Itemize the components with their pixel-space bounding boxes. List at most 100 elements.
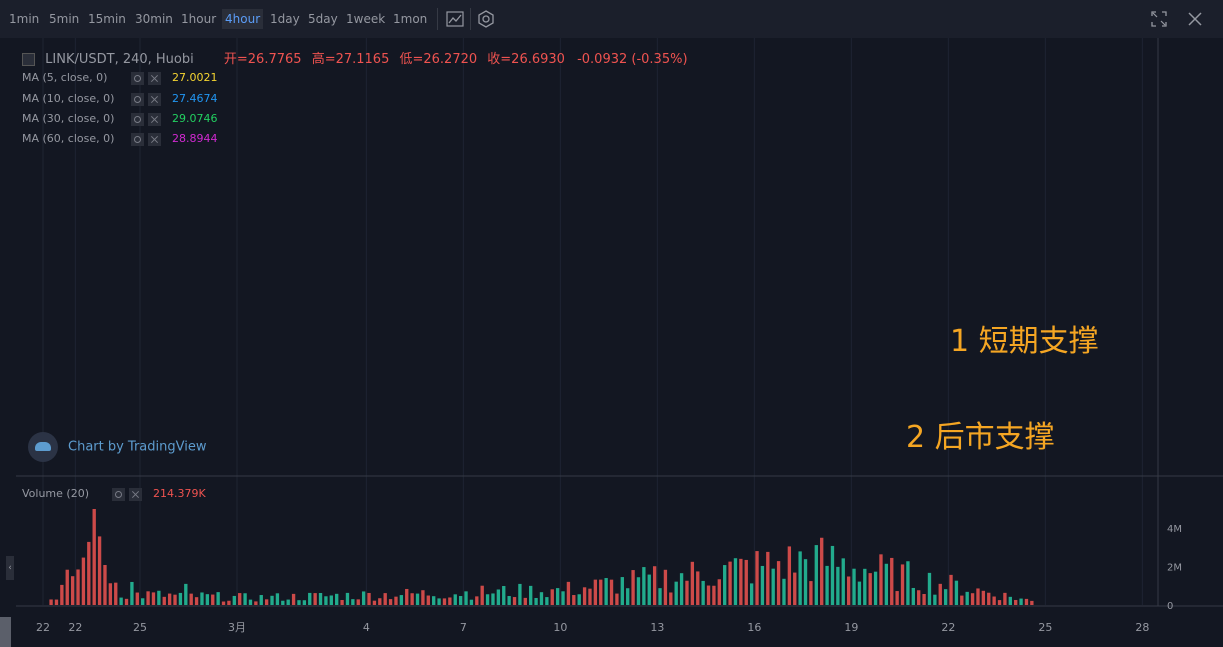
ma30-settings-icon[interactable] — [130, 112, 144, 126]
timeframe-15min[interactable]: 15min — [88, 12, 126, 26]
volume-bar — [922, 594, 926, 605]
ma5-settings-icon[interactable] — [130, 71, 144, 85]
volume-bar — [1003, 592, 1007, 605]
price-chart[interactable]: 02M4M2222253月471013161922252826.6930 — [0, 38, 1223, 647]
volume-bar — [162, 596, 166, 605]
close-icon[interactable] — [1184, 8, 1206, 30]
time-tick-label: 10 — [553, 621, 567, 634]
volume-bar — [1030, 600, 1034, 605]
volume-bar — [841, 558, 845, 605]
watermark-text: Chart by TradingView — [68, 439, 207, 455]
volume-bar — [173, 594, 177, 605]
chart-toolbar: 1min 5min 15min 30min 1hour 4hour 1day 5day 1wee… — [0, 0, 1223, 39]
volume-bar — [696, 571, 700, 605]
ma5-remove-icon[interactable] — [147, 71, 161, 85]
volume-bar — [184, 583, 188, 605]
ma10-value: 27.4674 — [172, 92, 218, 105]
volume-bar — [70, 576, 75, 605]
volume-bar — [879, 554, 883, 605]
ma10-remove-icon[interactable] — [147, 92, 161, 106]
time-tick-label: 28 — [1135, 621, 1149, 634]
volume-bar — [1024, 598, 1029, 605]
volume-bar — [318, 592, 323, 605]
ma5-value: 27.0021 — [172, 71, 218, 84]
timeframe-1min[interactable]: 1min — [9, 12, 40, 26]
volume-bar — [550, 589, 554, 605]
volume-bar — [480, 585, 484, 605]
volume-bar — [313, 593, 317, 605]
volume-bar — [868, 573, 872, 605]
volume-bar — [151, 592, 156, 605]
ma60-settings-icon[interactable] — [130, 132, 144, 146]
volume-bar — [534, 597, 538, 605]
timeframe-30min[interactable]: 30min — [135, 12, 173, 26]
volume-bar — [238, 593, 242, 605]
volume-bar — [776, 561, 781, 605]
volume-bar — [572, 595, 576, 605]
time-tick-label: 7 — [460, 621, 467, 634]
timeframe-1mon[interactable]: 1mon — [393, 12, 428, 26]
volume-bar — [87, 541, 91, 605]
volume-bar — [324, 596, 328, 605]
volume-bar — [394, 596, 398, 605]
volume-bar — [141, 598, 145, 605]
collapse-panel-tab[interactable]: ‹ — [6, 556, 14, 580]
chart-background — [0, 38, 1223, 647]
change-value: -0.0932 (-0.35%) — [577, 52, 688, 67]
volume-bar — [615, 593, 619, 605]
volume-bar — [895, 591, 899, 605]
volume-bar — [243, 593, 247, 605]
volume-settings-icon[interactable] — [111, 487, 125, 501]
timeframe-5min[interactable]: 5min — [49, 12, 80, 26]
ma60-legend: MA (60, close, 0) 28.8944 — [22, 132, 218, 146]
volume-bar — [54, 599, 59, 605]
volume-bar — [717, 579, 721, 605]
ma10-settings-icon[interactable] — [130, 92, 144, 106]
volume-bar — [351, 599, 355, 605]
volume-bar — [108, 583, 113, 605]
volume-bar — [798, 551, 802, 605]
timeframe-1hour[interactable]: 1hour — [181, 12, 217, 26]
volume-bar — [604, 578, 608, 605]
volume-bar — [157, 590, 161, 605]
volume-bar — [518, 583, 522, 605]
timeframe-1day[interactable]: 1day — [270, 12, 300, 26]
timeframe-4hour[interactable]: 4hour — [222, 9, 264, 29]
fullscreen-icon[interactable] — [1148, 8, 1170, 30]
volume-bar — [275, 593, 280, 605]
volume-bar — [620, 577, 624, 605]
chart-type-icon[interactable] — [444, 8, 466, 30]
volume-bar — [723, 565, 727, 605]
volume-bar — [135, 592, 139, 605]
ma60-label: MA (60, close, 0) — [22, 132, 115, 145]
timeframe-5day[interactable]: 5day — [308, 12, 338, 26]
volume-bar — [399, 595, 404, 605]
tradingview-watermark[interactable]: Chart by TradingView — [28, 432, 206, 462]
volume-bar — [917, 590, 921, 605]
volume-bar — [760, 565, 765, 605]
toolbar-divider — [470, 8, 471, 30]
timeframe-1week[interactable]: 1week — [346, 12, 386, 26]
volume-bar — [308, 592, 312, 605]
volume-bar — [65, 569, 69, 605]
volume-bar — [739, 558, 743, 605]
volume-remove-icon[interactable] — [128, 487, 142, 501]
volume-bar — [286, 599, 290, 605]
ma60-remove-icon[interactable] — [147, 132, 161, 146]
volume-bar — [254, 601, 258, 605]
volume-bar — [582, 587, 587, 605]
volume-bar — [987, 592, 991, 605]
volume-bar — [782, 578, 786, 605]
volume-bar — [652, 566, 657, 605]
volume-bar — [749, 583, 754, 605]
collapse-icon[interactable] — [22, 53, 35, 66]
volume-bar — [426, 595, 430, 605]
volume-bar — [906, 561, 910, 605]
support-annotation-1: 1 短期支撑 — [950, 324, 1099, 359]
settings-gear-icon[interactable] — [475, 8, 497, 30]
volume-bar — [248, 599, 253, 605]
ma30-remove-icon[interactable] — [147, 112, 161, 126]
volume-bar — [281, 600, 285, 605]
volume-bar — [728, 561, 732, 605]
volume-bar — [372, 600, 377, 605]
